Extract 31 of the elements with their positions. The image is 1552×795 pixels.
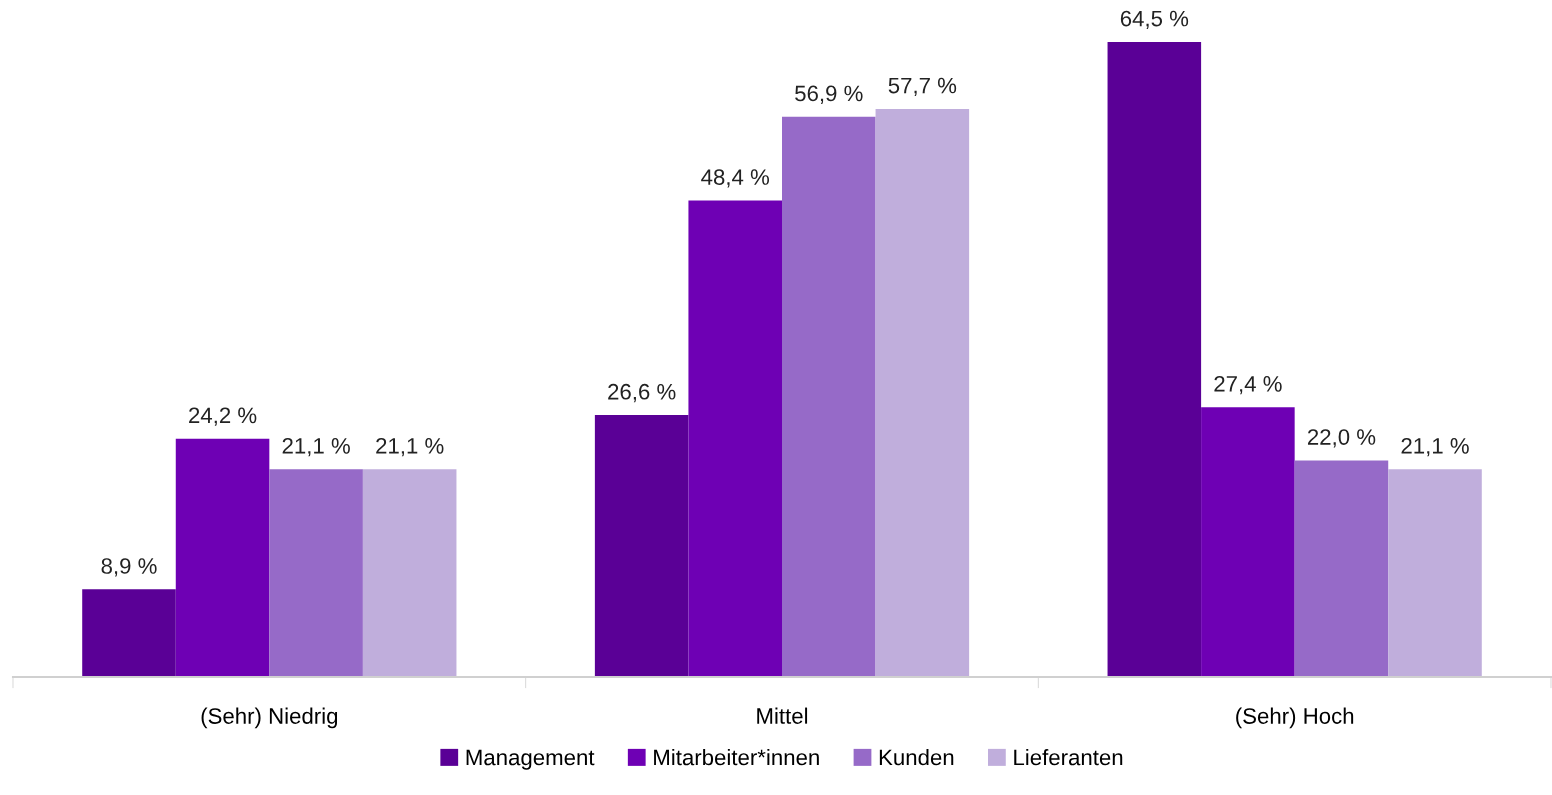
legend-label: Mitarbeiter*innen <box>654 748 819 766</box>
data-label: 24,2 % <box>189 407 257 426</box>
bar <box>688 200 782 677</box>
x-tick-label: (Sehr) Niedrig <box>201 707 338 729</box>
bar <box>82 589 176 677</box>
data-label: 8,9 % <box>101 558 157 577</box>
legend-label: Kunden <box>879 748 954 766</box>
legend-label: Lieferanten <box>1014 748 1123 766</box>
data-label: 21,1 % <box>1401 438 1469 457</box>
data-label: 26,6 % <box>608 383 676 403</box>
bar <box>362 469 457 677</box>
legend-label: Management <box>466 749 595 770</box>
bar <box>782 116 876 677</box>
data-label: 64,5 % <box>1120 10 1189 30</box>
bar <box>269 469 363 677</box>
bar <box>1294 460 1389 677</box>
x-tick-label: Mittel <box>757 707 808 724</box>
data-label: 48,4 % <box>701 169 770 188</box>
data-label: 21,1 % <box>282 438 350 457</box>
data-label: 27,4 % <box>1214 375 1282 395</box>
bar <box>175 438 270 677</box>
data-label: 21,1 % <box>376 438 444 457</box>
x-tick-label: (Sehr) Hoch <box>1236 707 1354 729</box>
bar <box>1388 469 1482 677</box>
bar <box>875 108 970 677</box>
bar <box>1201 407 1295 677</box>
data-label: 56,9 % <box>795 85 863 104</box>
data-label: 22,0 % <box>1307 429 1376 448</box>
bar <box>1107 41 1202 677</box>
bar <box>594 415 689 677</box>
data-label: 57,7 % <box>888 77 957 97</box>
